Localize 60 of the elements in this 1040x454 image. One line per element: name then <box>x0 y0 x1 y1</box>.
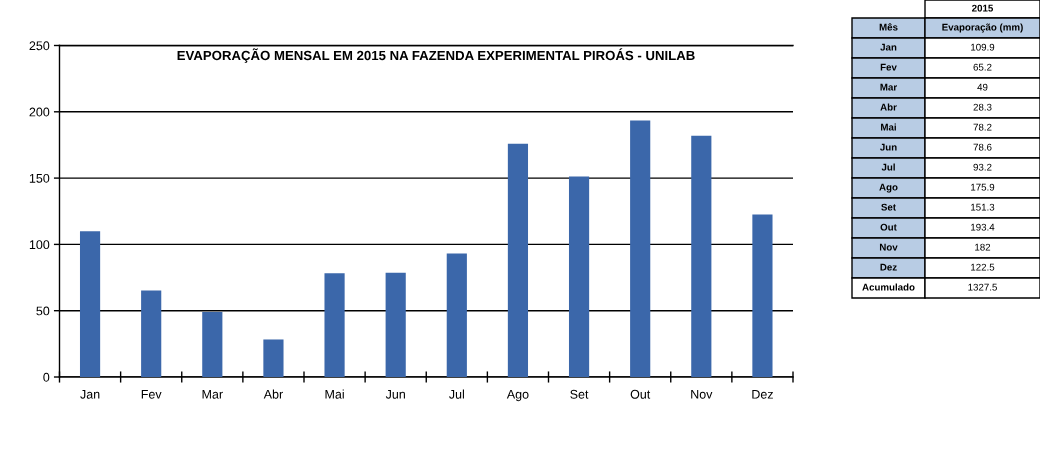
text: Dez <box>880 263 897 271</box>
text: Ago <box>879 183 898 193</box>
x-tick-label: Jul <box>449 389 464 399</box>
text: Set <box>881 203 896 211</box>
y-tick-label: 150 <box>29 173 50 183</box>
text: Out <box>880 223 897 231</box>
text: 122.5 <box>971 263 995 271</box>
x-tick-label: Dez <box>752 389 773 399</box>
x-tick-label: Mai <box>325 389 344 399</box>
text: 182 <box>975 243 991 251</box>
text: 151.3 <box>971 203 995 211</box>
text: Abr <box>880 103 897 111</box>
x-tick-label: Ago <box>506 389 529 402</box>
text: Acumulado <box>862 283 915 291</box>
x-tick-label: Mar <box>202 389 223 399</box>
bar <box>385 272 406 377</box>
bar <box>446 253 467 377</box>
text: Mai <box>881 123 896 131</box>
text: Jan <box>880 43 897 51</box>
y-tick-label: 200 <box>29 107 50 117</box>
text: 193.4 <box>971 223 995 231</box>
bar <box>691 135 712 377</box>
y-tick-label: 0 <box>43 372 50 382</box>
text: Mês <box>879 23 898 31</box>
bar <box>141 290 162 377</box>
text: 78.2 <box>973 123 992 131</box>
bar <box>752 214 773 377</box>
text: 1327.5 <box>968 283 997 291</box>
text: 2015 <box>972 4 994 12</box>
text: 49 <box>977 83 988 91</box>
bar <box>202 312 223 377</box>
text: 93.2 <box>973 163 992 171</box>
bar <box>79 231 101 377</box>
text: Nov <box>879 243 898 251</box>
x-tick-label: Nov <box>691 389 713 399</box>
text: Jul <box>881 163 895 171</box>
text: Fev <box>880 63 897 71</box>
text: 28.3 <box>973 103 992 111</box>
chart-title: EVAPORAÇÃO MENSAL EM 2015 NA FAZENDA EXPERIMENTAL PIROÁS - UNILAB <box>177 48 695 63</box>
bar <box>324 273 345 377</box>
text: 78.6 <box>973 143 992 151</box>
text: Evaporação (mm) <box>942 23 1023 33</box>
y-tick-label: 50 <box>36 306 50 316</box>
text: 65.2 <box>973 63 992 71</box>
y-tick-label: 250 <box>29 41 50 51</box>
text: Jun <box>880 143 897 151</box>
x-tick-label: Fev <box>141 389 162 399</box>
text: Mar <box>880 83 897 91</box>
y-tick-label: 100 <box>29 240 50 250</box>
x-tick-label: Jan <box>80 389 100 399</box>
bar <box>568 176 590 377</box>
x-tick-label: Out <box>630 389 651 399</box>
bar <box>630 120 651 377</box>
x-tick-label: Jun <box>385 389 405 399</box>
x-tick-label: Abr <box>263 389 283 399</box>
text: 109.9 <box>971 43 995 51</box>
x-tick-label: Set <box>570 389 589 399</box>
text: 175.9 <box>971 183 995 191</box>
bar <box>507 143 529 377</box>
bar <box>263 339 284 377</box>
